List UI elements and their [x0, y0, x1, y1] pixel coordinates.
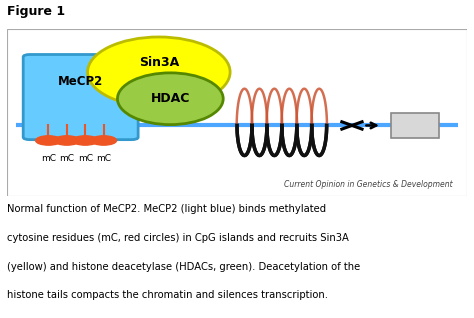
Text: Normal function of MeCP2. MeCP2 (light blue) binds methylated: Normal function of MeCP2. MeCP2 (light b…: [7, 204, 326, 214]
Circle shape: [36, 136, 61, 145]
Bar: [391, 113, 439, 138]
Ellipse shape: [88, 37, 230, 107]
Ellipse shape: [118, 73, 223, 125]
Text: mC: mC: [41, 154, 56, 163]
Text: mC: mC: [59, 154, 74, 163]
Circle shape: [73, 136, 98, 145]
Text: MeCP2: MeCP2: [58, 74, 103, 87]
Circle shape: [91, 136, 117, 145]
Text: Figure 1: Figure 1: [7, 5, 65, 18]
Text: cytosine residues (mC, red circles) in CpG islands and recruits Sin3A: cytosine residues (mC, red circles) in C…: [7, 233, 349, 243]
Text: Current Opinion in Genetics & Development: Current Opinion in Genetics & Developmen…: [284, 180, 453, 189]
Text: HDAC: HDAC: [151, 92, 190, 105]
Text: Sin3A: Sin3A: [139, 56, 179, 69]
Text: histone tails compacts the chromatin and silences transcription.: histone tails compacts the chromatin and…: [7, 290, 328, 300]
FancyBboxPatch shape: [23, 54, 138, 140]
Circle shape: [54, 136, 80, 145]
Text: mC: mC: [96, 154, 111, 163]
Text: (yellow) and histone deacetylase (HDACs, green). Deacetylation of the: (yellow) and histone deacetylase (HDACs,…: [7, 261, 360, 272]
Text: mC: mC: [78, 154, 93, 163]
FancyBboxPatch shape: [7, 29, 467, 196]
